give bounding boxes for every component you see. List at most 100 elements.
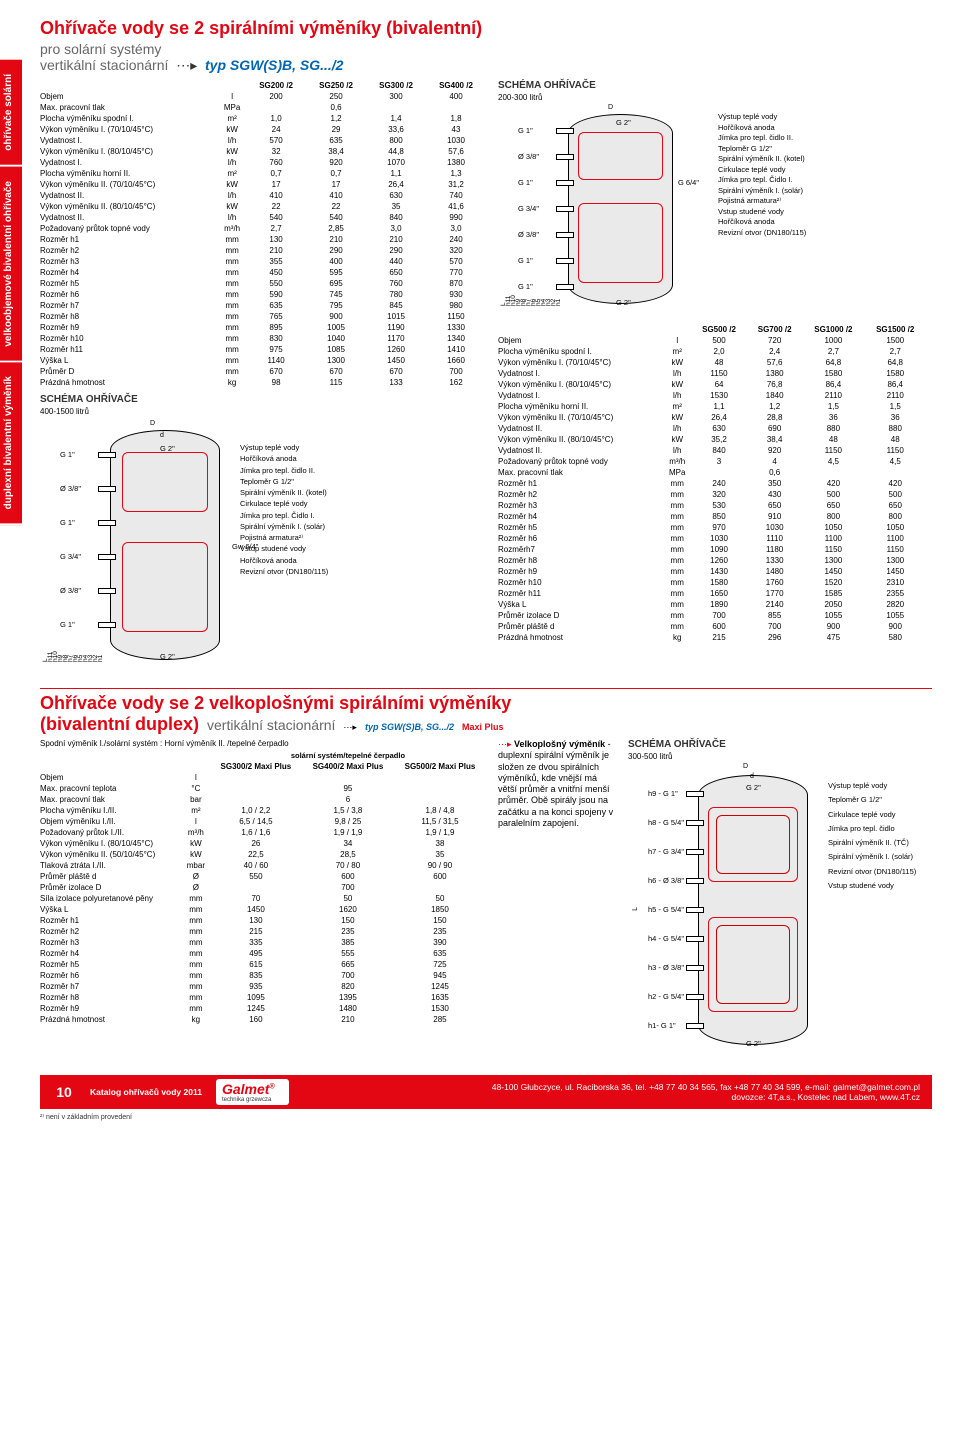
table-row: Plocha výměníku I./II.m²1,0 / 2,21,5 / 3… [40, 805, 486, 816]
table-row: Vydatnost II.l/h630690880880 [498, 423, 926, 434]
table-row: Objeml [40, 772, 486, 783]
duplex-info: ⋯▸ Velkoplošný výměník - duplexní spirál… [498, 739, 618, 1067]
table-row: Rozměr h6mm835700945 [40, 970, 486, 981]
logo: Galmet®technika grzewcza [216, 1079, 289, 1105]
schema-b: D G 2" G 1"Ø 3/8"G 1"G 3/4"Ø 3/8"G 1"G 1… [498, 108, 926, 318]
table-row: Rozměr h10mm1580176015202310 [498, 577, 926, 588]
table-row: Rozměr h5mm615665725 [40, 959, 486, 970]
maxi-suffix: Maxi Plus [462, 722, 504, 732]
table-row: Prázdná hmotnostkg215296475580 [498, 632, 926, 643]
section2-sub: vertikální stacionární [207, 717, 335, 733]
note-top: Spodní výměník I./solární systém : Horní… [40, 739, 486, 748]
table-row: Průměr izolace Dmm70085510551055 [498, 610, 926, 621]
table-row: Objeml200250300400 [40, 91, 486, 102]
table-row: Rozměr h5mm550695760870 [40, 278, 486, 289]
table-row: Vydatnost I.l/h1150138015801580 [498, 368, 926, 379]
schemaB-title: SCHÉMA OHŘÍVAČE [498, 80, 596, 91]
table-row: Vydatnost II.l/h540540840990 [40, 212, 486, 223]
table-row: Plocha výměníku horní II.m²1,11,21,51,5 [498, 401, 926, 412]
table-sg500-1500: SG500 /2SG700 /2SG1000 /2SG1500 /2 Objem… [498, 324, 926, 643]
table-row: Průměr pláště dmm600700900900 [498, 621, 926, 632]
table-row: Tlaková ztráta I./II.mbar40 / 6070 / 809… [40, 860, 486, 871]
table-row: Požadovaný průtok I./II.m³/h1,6 / 1,61,9… [40, 827, 486, 838]
table-row: Vydatnost I.l/h5706358001030 [40, 135, 486, 146]
table-row: Rozměr h6mm590745780930 [40, 289, 486, 300]
section2-title: Ohřívače vody se 2 velkoplošnými spiráln… [40, 693, 511, 714]
table-row: Plocha výměníku spodní I.m²1,01,21,41,8 [40, 113, 486, 124]
sub1: pro solární systémy [40, 41, 161, 57]
table-row: Rozměr h9mm124514801530 [40, 1003, 486, 1014]
table-row: Výkon výměníku I. (80/10/45°C)kW6476,886… [498, 379, 926, 390]
table-row: Objeml50072010001500 [498, 335, 926, 346]
table-row: Rozměr h9mm895100511901330 [40, 322, 486, 333]
schemaB-note: 200-300 litrů [498, 93, 926, 102]
catalog-label: Katalog ohřívačů vody 2011 [90, 1087, 202, 1097]
table-row: Rozměr h4mm450595650770 [40, 267, 486, 278]
table-row: Rozměr h3mm335385390 [40, 937, 486, 948]
footer-address: 48-100 Głubczyce, ul. Raciborska 36, tel… [303, 1082, 920, 1102]
table-row: Plocha výměníku spodní I.m²2,02,42,72,7 [498, 346, 926, 357]
table-row: Rozměr h7mm635795845980 [40, 300, 486, 311]
table-row: Rozměr h8mm109513951635 [40, 992, 486, 1003]
page-number: 10 [52, 1084, 76, 1100]
table-row: Výkon výměníku I. (70/10/45°C)kW242933,6… [40, 124, 486, 135]
sub2: vertikální stacionární [40, 57, 168, 73]
table-row: Rozměr h3mm355400440570 [40, 256, 486, 267]
table-row: Rozměr h2mm210290290320 [40, 245, 486, 256]
table-maxiplus: solární systém/tepelné čerpadlo SG300/2 … [40, 750, 486, 1025]
schemaC-note: 300-500 litrů [628, 752, 926, 761]
table-row: Výška Lmm1140130014501660 [40, 355, 486, 366]
table-row: Průměr Dmm670670670700 [40, 366, 486, 377]
table-row: Rozměr h4mm850910800800 [498, 511, 926, 522]
table-row: Výška Lmm1890214020502820 [498, 599, 926, 610]
side-tab: duplexní bivalentní výměník [0, 362, 22, 525]
table-row: Rozměrh7mm1090118011501150 [498, 544, 926, 555]
table-row: Rozměr h4mm495555635 [40, 948, 486, 959]
table-row: Výkon výměníku I. (80/10/45°C)kW263438 [40, 838, 486, 849]
table-row: Rozměr h3mm530650650650 [498, 500, 926, 511]
table-row: Průměr izolace DØ700 [40, 882, 486, 893]
table-row: Max. pracovní tlakMPa0,6 [40, 102, 486, 113]
table-row: Průměr pláště dØ550600600 [40, 871, 486, 882]
table-row: Max. pracovní teplota°C95 [40, 783, 486, 794]
table-row: Požadovaný průtok topné vodym³/h344,54,5 [498, 456, 926, 467]
section2-type: typ SGW(S)B, SG.../2 [365, 722, 454, 732]
table-row: Rozměr h8mm1260133013001300 [498, 555, 926, 566]
table-row: Rozměr h2mm215235235 [40, 926, 486, 937]
schema-c: D d G 2" h9 - G 1"h8 - G 5/4"h7 - G 3/4"… [628, 767, 926, 1067]
side-tab: ohřívače solární [0, 60, 22, 167]
table-row: Rozměr h1mm130210210240 [40, 234, 486, 245]
table-row: Výkon výměníku II. (80/10/45°C)kW2222354… [40, 201, 486, 212]
table-row: Rozměr h11mm1650177015852355 [498, 588, 926, 599]
footnote: ²⁾ není v základním provedení [40, 1113, 932, 1121]
table-row: Rozměr h10mm830104011701340 [40, 333, 486, 344]
table-row: Výkon výměníku II. (80/10/45°C)kW35,238,… [498, 434, 926, 445]
schemaC-title: SCHÉMA OHŘÍVAČE [628, 739, 726, 750]
table-row: Výkon výměníku II. (70/10/45°C)kW26,428,… [498, 412, 926, 423]
section2-title2: (bivalentní duplex) [40, 714, 199, 735]
table-row: Výkon výměníku I. (70/10/45°C)kW4857,664… [498, 357, 926, 368]
table-row: Vydatnost I.l/h76092010701380 [40, 157, 486, 168]
table-row: Rozměr h5mm970103010501050 [498, 522, 926, 533]
table-sg200-400: SG200 /2SG250 /2SG300 /2SG400 /2 Objeml2… [40, 80, 486, 388]
table-row: Prázdná hmotnostkg160210285 [40, 1014, 486, 1025]
section1-title: Ohřívače vody se 2 spirálními výměníky (… [40, 18, 932, 39]
table-row: Rozměr h7mm9358201245 [40, 981, 486, 992]
table-row: Rozměr h8mm76590010151150 [40, 311, 486, 322]
table-row: Vydatnost I.l/h1530184021102110 [498, 390, 926, 401]
schemaA-note: 400-1500 litrů [40, 407, 486, 416]
table-row: Rozměr h1mm130150150 [40, 915, 486, 926]
schemaA-title: SCHÉMA OHŘÍVAČE [40, 394, 138, 405]
table-row: Vydatnost II.l/h84092011501150 [498, 445, 926, 456]
table-row: Síla izolace polyuretanové pěnymm705050 [40, 893, 486, 904]
table-row: Výkon výměníku II. (50/10/45°C)kW22,528,… [40, 849, 486, 860]
table-row: Výška Lmm145016201850 [40, 904, 486, 915]
dots-icon: ⋯▸ [343, 722, 357, 733]
table-row: Vydatnost II.l/h410410630740 [40, 190, 486, 201]
table-row: Rozměr h9mm1430148014501450 [498, 566, 926, 577]
side-tab: velkoobjemové bivalentní ohřívače [0, 167, 22, 363]
table-row: Rozměr h1mm240350420420 [498, 478, 926, 489]
table-row: Rozměr h6mm1030111011001100 [498, 533, 926, 544]
table-row: Rozměr h11mm975108512601410 [40, 344, 486, 355]
schema-a: D d G 2" G 1"Ø 3/8"G 1"G 3/4"Ø 3/8"G 1" … [40, 422, 486, 682]
